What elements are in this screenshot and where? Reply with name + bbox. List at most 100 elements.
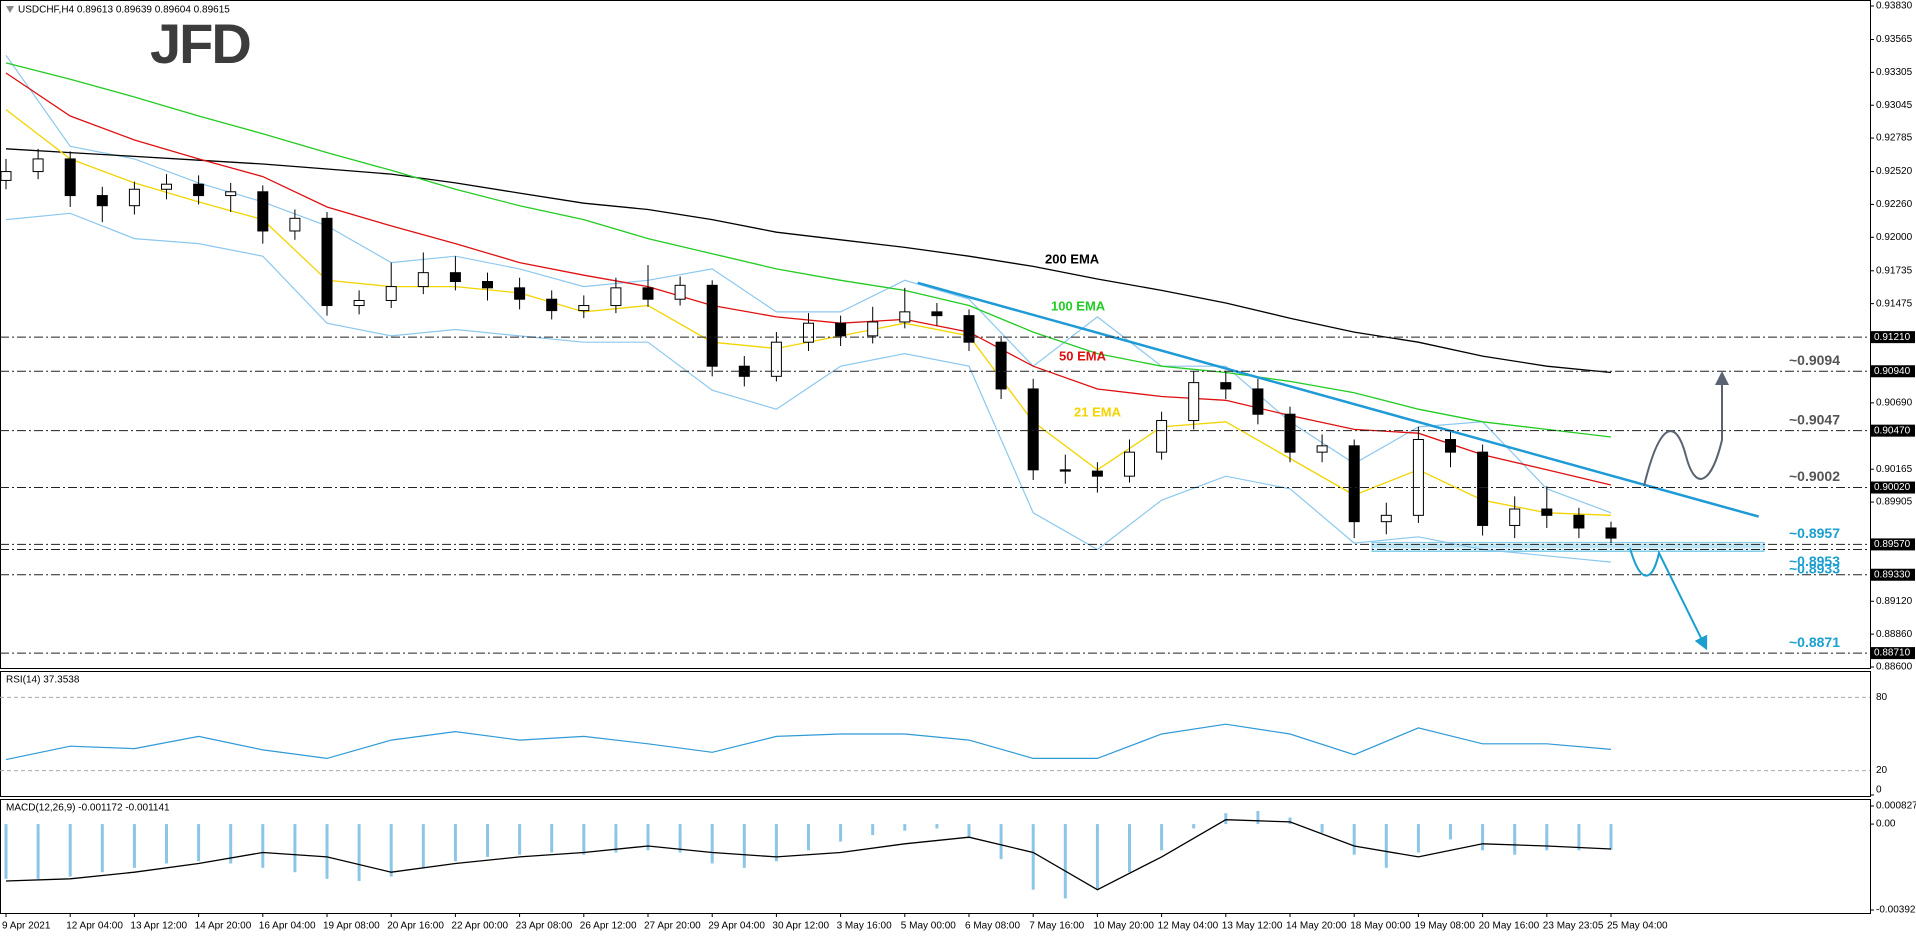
- x-tick-label: 5 May 00:00: [901, 921, 956, 932]
- y-tick-label: 0.92000: [1876, 232, 1913, 243]
- candle-body: [449, 272, 461, 283]
- macd-bar: [807, 824, 810, 851]
- candle-body: [64, 158, 76, 197]
- candle-body: [931, 311, 943, 317]
- candle-body: [128, 188, 140, 207]
- bollinger-upper: [5, 54, 1612, 514]
- macd-bar: [1545, 824, 1549, 851]
- macd-bar: [710, 824, 714, 864]
- level-box: [1871, 647, 1915, 660]
- candle-body: [770, 341, 782, 377]
- macd-bar: [839, 824, 843, 842]
- x-tick-label: 14 Apr 20:00: [195, 921, 252, 932]
- candle-body: [1220, 382, 1232, 390]
- level-note: ~0.9002: [1789, 468, 1840, 484]
- candle-body: [674, 284, 686, 300]
- y-tick-label: 0.92520: [1876, 166, 1913, 177]
- macd-bar: [1095, 824, 1099, 890]
- y-tick-label: 0.92785: [1876, 133, 1913, 144]
- macd-bar: [197, 824, 201, 862]
- x-tick-label: 30 Apr 12:00: [772, 921, 829, 932]
- level-box: [1871, 331, 1915, 344]
- macd-bar: [261, 824, 265, 868]
- candle-body: [1605, 527, 1617, 539]
- candle-body: [546, 298, 558, 312]
- candle-body: [1156, 420, 1168, 453]
- level-note: ~0.8953: [1789, 553, 1840, 569]
- macd-bar: [293, 824, 297, 873]
- candle-body: [161, 183, 172, 190]
- candle-body: [289, 217, 301, 232]
- ema-line: [5, 148, 1612, 374]
- candle-body: [1188, 382, 1200, 422]
- candle-body: [225, 191, 237, 197]
- level-box: [1871, 365, 1915, 378]
- main-panel: [0, 0, 1871, 669]
- candle-body: [1412, 439, 1424, 516]
- scenario-down-arrow: [1629, 547, 1708, 651]
- candle-body: [803, 322, 814, 343]
- level-note: ~0.8957: [1789, 525, 1840, 541]
- candle-body: [610, 287, 622, 307]
- macd-bar: [871, 824, 875, 836]
- macd-bar: [1192, 824, 1196, 829]
- symbol-header: USDCHF,H4 0.89613 0.89639 0.89604 0.8961…: [18, 5, 230, 16]
- x-tick-label: 12 May 04:00: [1158, 921, 1219, 932]
- level-note: ~0.8871: [1789, 634, 1840, 650]
- candle-body: [1541, 508, 1553, 516]
- macd-bar: [325, 824, 329, 879]
- level-label: 0.89570: [1874, 539, 1911, 550]
- ema-label: 50 EMA: [1059, 348, 1107, 363]
- ema-label: 100 EMA: [1051, 298, 1106, 313]
- x-tick-label: 18 May 00:00: [1350, 921, 1411, 932]
- x-tick-label: 16 Apr 04:00: [259, 921, 316, 932]
- x-tick-label: 20 Apr 16:00: [387, 921, 444, 932]
- level-note: ~0.9094: [1789, 352, 1840, 368]
- macd-bar: [1224, 813, 1228, 825]
- candle-body: [1252, 388, 1264, 415]
- macd-bar: [132, 824, 136, 868]
- x-tick-label: 14 May 20:00: [1286, 921, 1347, 932]
- y-tick-label: 20: [1876, 765, 1888, 776]
- x-tick-label: 7 May 16:00: [1029, 921, 1084, 932]
- x-tick-label: 13 Apr 12:00: [130, 921, 187, 932]
- macd-bar: [1160, 824, 1164, 851]
- macd-bar: [1288, 817, 1292, 825]
- macd-bar: [646, 824, 650, 851]
- level-box: [1871, 481, 1915, 494]
- candle-body: [835, 322, 847, 337]
- y-tick-label: 0.92260: [1876, 199, 1913, 210]
- macd-bar: [4, 824, 8, 879]
- macd-bar: [357, 824, 361, 881]
- x-tick-label: 10 May 20:00: [1093, 921, 1154, 932]
- x-tick-label: 9 Apr 2021: [2, 921, 51, 932]
- candle-body: [867, 321, 879, 337]
- macd-bar: [229, 824, 233, 864]
- y-tick-label: 0.91475: [1876, 298, 1913, 309]
- x-tick-label: 22 Apr 00:00: [451, 921, 508, 932]
- macd-signal-line: [5, 819, 1612, 891]
- rsi-line: [5, 723, 1612, 761]
- scenario-up-arrow: [1643, 371, 1729, 487]
- candle-body: [0, 171, 12, 181]
- x-tick-label: 13 May 12:00: [1222, 921, 1283, 932]
- candle-body: [1348, 445, 1360, 523]
- level-box: [1871, 424, 1915, 437]
- macd-bar: [742, 824, 746, 868]
- candle-body: [1027, 388, 1039, 471]
- macd-bar: [1481, 824, 1485, 851]
- y-tick-label: 80: [1876, 692, 1888, 703]
- macd-bar: [421, 824, 425, 868]
- y-tick-label: 0.93830: [1876, 1, 1913, 12]
- macd-bar: [967, 824, 971, 838]
- x-tick-label: 12 Apr 04:00: [66, 921, 123, 932]
- x-tick-label: 25 May 04:00: [1607, 921, 1668, 932]
- ema-label: 21 EMA: [1074, 404, 1122, 419]
- candle-body: [1124, 451, 1135, 477]
- y-tick-label: 0.90690: [1876, 397, 1913, 408]
- y-tick-label: 0.000827: [1876, 801, 1916, 812]
- macd-bar: [1384, 824, 1388, 868]
- y-tick-label: 0.00: [1876, 819, 1896, 830]
- macd-bar: [903, 824, 907, 831]
- candle-body: [706, 284, 718, 367]
